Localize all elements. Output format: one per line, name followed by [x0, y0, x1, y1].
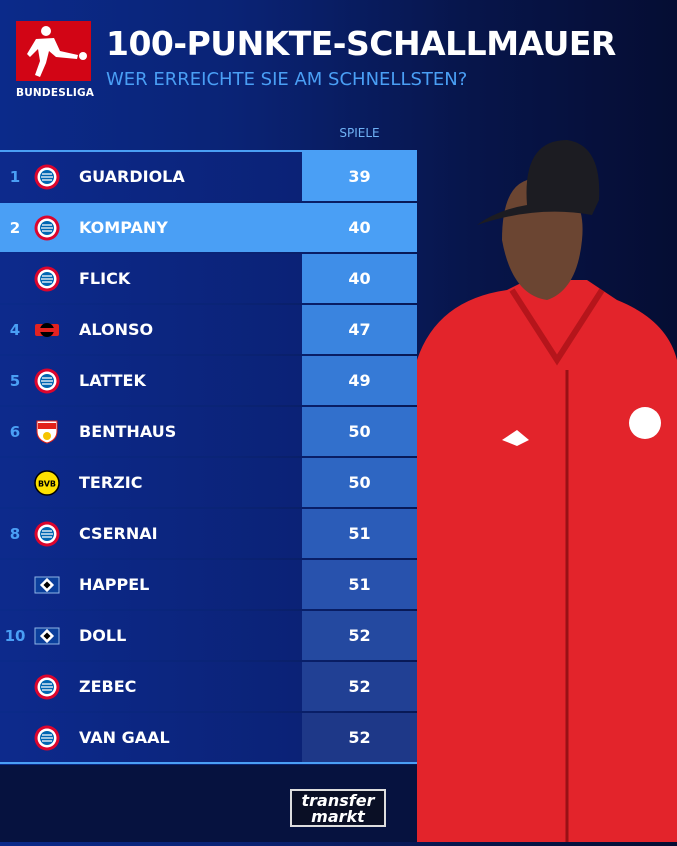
- rank: 1: [9, 167, 21, 186]
- rank: 5: [9, 371, 21, 390]
- coach-name: FLICK: [79, 269, 131, 288]
- hsv-crest-icon: [33, 571, 61, 599]
- table-row: 1 GUARDIOLA 39: [0, 152, 417, 201]
- rank: 6: [9, 422, 21, 441]
- table-row: 6 BENTHAUS 50: [0, 407, 417, 456]
- table-bottom-border: [0, 762, 417, 764]
- hsv-crest-icon: [33, 622, 61, 650]
- table-row: 4 ALONSO 47: [0, 305, 417, 354]
- games-value: 50: [302, 458, 417, 507]
- games-value: 40: [302, 203, 417, 252]
- games-value: 51: [302, 509, 417, 558]
- coach-name: LATTEK: [79, 371, 146, 390]
- games-value: 50: [302, 407, 417, 456]
- table-row: FLICK 40: [0, 254, 417, 303]
- coach-name: VAN GAAL: [79, 728, 170, 747]
- page-title: 100-PUNKTE-SCHALLMAUER: [106, 24, 616, 63]
- games-value: 52: [302, 713, 417, 762]
- bundesliga-logo: BUNDESLIGA: [16, 21, 94, 99]
- table-row: 2 KOMPANY 40: [0, 203, 417, 252]
- games-value: 51: [302, 560, 417, 609]
- leverkusen-crest-icon: [33, 316, 61, 344]
- table-row: ZEBEC 52: [0, 662, 417, 711]
- rank: 10: [4, 626, 26, 645]
- svg-text:BVB: BVB: [38, 479, 56, 488]
- bayern-crest-icon: [33, 520, 61, 548]
- games-value: 39: [302, 152, 417, 201]
- coach-name: HAPPEL: [79, 575, 150, 594]
- stuttgart-crest-icon: [33, 418, 61, 446]
- coach-name: KOMPANY: [79, 218, 168, 237]
- coach-name: ALONSO: [79, 320, 154, 339]
- bayern-crest-icon: [33, 367, 61, 395]
- dortmund-crest-icon: BVB: [33, 469, 61, 497]
- games-value: 52: [302, 611, 417, 660]
- page-subtitle: WER ERREICHTE SIE AM SCHNELLSTEN?: [106, 69, 468, 90]
- table-row: 5 LATTEK 49: [0, 356, 417, 405]
- table-row: VAN GAAL 52: [0, 713, 417, 762]
- coach-name: ZEBEC: [79, 677, 137, 696]
- bayern-crest-icon: [33, 214, 61, 242]
- bayern-crest-icon: [33, 265, 61, 293]
- coach-name: GUARDIOLA: [79, 167, 185, 186]
- bayern-crest-icon: [33, 673, 61, 701]
- bayern-crest-icon: [33, 724, 61, 752]
- table-row: HAPPEL 51: [0, 560, 417, 609]
- bundesliga-player-icon: [16, 21, 91, 81]
- coach-name: BENTHAUS: [79, 422, 177, 441]
- table-row: 10 DOLL 52: [0, 611, 417, 660]
- games-value: 52: [302, 662, 417, 711]
- bayern-crest-icon: [33, 163, 61, 191]
- coach-name: DOLL: [79, 626, 127, 645]
- coach-name: TERZIC: [79, 473, 143, 492]
- games-value: 40: [302, 254, 417, 303]
- rank: 4: [9, 320, 21, 339]
- games-value: 49: [302, 356, 417, 405]
- table-row: 8 CSERNAI 51: [0, 509, 417, 558]
- rank: 2: [9, 218, 21, 237]
- games-value: 47: [302, 305, 417, 354]
- coach-name: CSERNAI: [79, 524, 158, 543]
- transfermarkt-logo: transfer markt: [290, 789, 386, 827]
- table-row: BVB TERZIC 50: [0, 458, 417, 507]
- rank: 8: [9, 524, 21, 543]
- coach-photo: [417, 130, 677, 842]
- ranking-table: 1 GUARDIOLA 39 2 KOMPANY 40 FLICK 40 4 ALO…: [0, 150, 417, 764]
- column-header-games: SPIELE: [339, 126, 380, 140]
